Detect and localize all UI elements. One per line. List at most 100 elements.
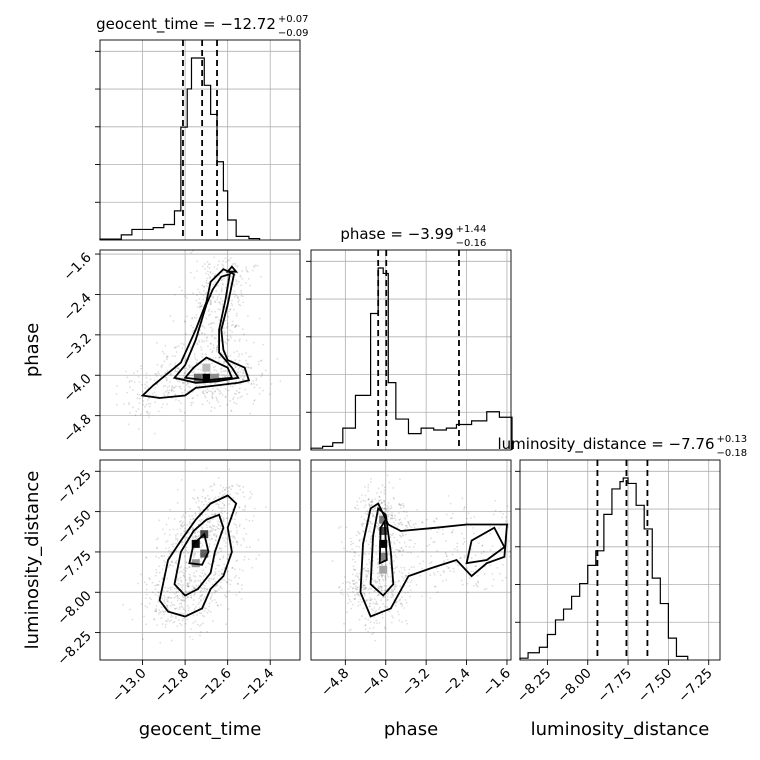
sample-point (214, 512, 217, 515)
sample-point (219, 368, 222, 371)
sample-point (377, 594, 380, 597)
sample-point (204, 384, 207, 387)
sample-point (244, 352, 247, 355)
sample-point (212, 392, 215, 395)
density-cell (379, 515, 388, 524)
sample-point (499, 510, 502, 513)
sample-point (354, 582, 357, 585)
sample-point (369, 605, 371, 608)
sample-point (187, 364, 190, 367)
sample-point (392, 589, 395, 592)
sample-point (408, 539, 411, 542)
y-axis-label-phase: phase (22, 323, 43, 377)
sample-point (489, 525, 492, 528)
sample-point (186, 604, 189, 607)
x-tick-label: −2.4 (439, 665, 473, 699)
sample-point (369, 530, 372, 533)
sample-point (398, 511, 400, 514)
sample-point (202, 569, 204, 572)
sample-point (466, 582, 469, 585)
sample-point (377, 586, 380, 589)
sample-point (377, 527, 380, 530)
sample-point (172, 543, 175, 545)
sample-point (192, 556, 195, 559)
sample-point (200, 586, 202, 589)
sample-point (392, 541, 395, 543)
sample-point (208, 602, 211, 605)
sample-point (241, 328, 244, 331)
sample-point (242, 508, 245, 511)
sample-point (167, 597, 170, 599)
sample-point (166, 355, 169, 358)
sample-point (167, 392, 170, 394)
sample-point (400, 536, 403, 538)
sample-point (375, 602, 378, 605)
sample-point (179, 622, 181, 625)
sample-point (224, 341, 227, 344)
sample-point (505, 520, 507, 523)
sample-point (446, 558, 449, 561)
sample-point (242, 371, 245, 374)
sample-point (210, 410, 212, 412)
sample-point (207, 609, 210, 612)
sample-point (190, 579, 193, 582)
sample-point (356, 586, 359, 589)
sample-point (169, 616, 172, 618)
sample-point (515, 530, 517, 532)
sample-point (189, 507, 191, 510)
sample-point (206, 520, 209, 523)
sample-point (223, 374, 225, 376)
sample-point (364, 628, 367, 631)
sample-point (222, 518, 225, 521)
sample-point (389, 536, 392, 538)
sample-point (205, 524, 208, 526)
sample-point (398, 523, 401, 526)
sample-point (155, 375, 158, 377)
sample-point (210, 577, 213, 580)
sample-point (401, 534, 404, 536)
sample-point (188, 577, 191, 580)
sample-point (245, 266, 247, 269)
sample-point (340, 589, 343, 592)
sample-point (207, 498, 210, 500)
sample-point (210, 301, 213, 304)
sample-point (390, 591, 393, 594)
sample-point (398, 534, 401, 537)
sample-point (201, 356, 204, 358)
sample-point (393, 587, 396, 590)
sample-point (138, 428, 141, 431)
sample-point (400, 547, 403, 550)
sample-point (241, 353, 244, 356)
sample-point (226, 581, 229, 584)
sample-point (468, 576, 471, 579)
sample-point (224, 537, 227, 539)
sample-point (243, 539, 246, 542)
sample-point (374, 498, 377, 500)
scatter-panel-geocent_time-vs-luminosity_distance (99, 459, 301, 661)
sample-point (198, 333, 201, 336)
title-minus: −0.09 (278, 28, 309, 39)
sample-point (166, 605, 168, 608)
sample-point (161, 577, 164, 580)
sample-point (377, 528, 380, 530)
sample-point (165, 590, 168, 593)
sample-point (237, 493, 239, 495)
sample-point (391, 514, 394, 517)
sample-point (131, 618, 134, 621)
sample-point (156, 624, 158, 627)
sample-point (181, 595, 184, 598)
sample-point (228, 380, 230, 383)
sample-point (194, 575, 197, 578)
sample-point (223, 579, 226, 582)
sample-point (363, 567, 366, 570)
sample-point (198, 341, 201, 343)
sample-point (383, 507, 386, 510)
sample-point (213, 369, 216, 371)
sample-point (244, 388, 247, 391)
sample-point (368, 558, 371, 561)
sample-point (233, 351, 236, 354)
sample-point (188, 364, 191, 367)
sample-point (421, 567, 424, 570)
sample-point (191, 638, 194, 641)
